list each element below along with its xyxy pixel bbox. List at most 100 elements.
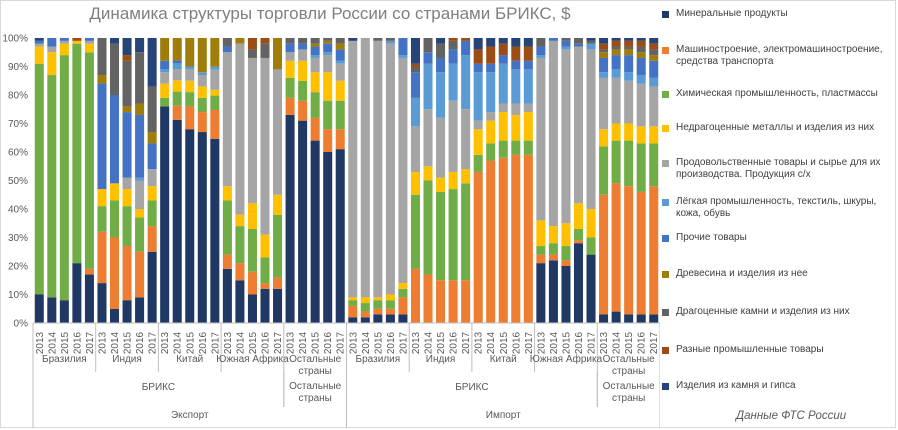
bar-segment (247, 203, 257, 229)
bar-segment (34, 294, 44, 323)
bar-segment (135, 52, 145, 104)
x-tick-year: 2016 (135, 331, 146, 354)
bar-segment (536, 38, 546, 47)
bar-segment (72, 40, 82, 44)
bar-segment (323, 72, 333, 101)
bar-segment (110, 237, 120, 309)
bar-segment (59, 40, 69, 44)
x-tick-year: 2014 (549, 331, 560, 354)
bar-segment (348, 317, 358, 323)
bar-segment (310, 46, 320, 56)
bar-segment (611, 140, 621, 184)
legend-item: Драгоценные камни и изделия из них (662, 306, 894, 318)
bar-segment (298, 43, 308, 50)
bar-segment (373, 40, 383, 298)
x-tick-year: 2017 (85, 331, 96, 354)
y-tick-label: 80% (8, 91, 28, 102)
x-tick-year: 2015 (60, 331, 71, 354)
bar-segment (197, 75, 207, 87)
bar-segment (523, 154, 533, 323)
bar-segment (59, 55, 69, 301)
bar-segment (548, 38, 558, 41)
bar-segment (260, 288, 270, 323)
bar-segment (135, 177, 145, 181)
bar-segment (72, 43, 82, 264)
bar-segment (122, 60, 132, 107)
bar-segment (285, 77, 295, 98)
bar-segment (373, 300, 383, 309)
x-tick-year: 2015 (185, 331, 196, 354)
bar-segment (210, 95, 220, 110)
bar-segment (548, 243, 558, 255)
bar-segment (473, 120, 483, 130)
bar-segment (398, 55, 408, 58)
y-tick-label: 90% (8, 62, 28, 73)
bar-segment (273, 277, 283, 289)
bar-segment (573, 46, 584, 204)
bar-segment (310, 55, 320, 58)
bar-segment (385, 308, 395, 315)
bar-segment (84, 268, 94, 275)
bar-segment (423, 109, 433, 167)
bar-segment (649, 43, 659, 50)
bar-segment (636, 38, 646, 41)
bar-segment (298, 80, 308, 101)
bar-segment (624, 186, 634, 315)
bar-segment (636, 83, 646, 127)
bar-segment (235, 38, 245, 44)
bar-segment (649, 38, 659, 44)
bar-segment (298, 60, 308, 81)
bar-segment (410, 194, 420, 269)
x-tick-year: 2015 (248, 331, 259, 354)
bar-segment (360, 38, 370, 298)
bar-segment (561, 46, 571, 50)
bar-segment (473, 49, 483, 64)
x-tick-year: 2015 (561, 331, 572, 354)
legend-label: Продовольственные товары и сырье для их … (676, 157, 881, 180)
bar-segment (160, 69, 170, 73)
bar-segment (548, 260, 558, 323)
bar-segment (536, 220, 546, 247)
category-mid-label: страны (298, 393, 331, 404)
category-country-label: Южная Африка (530, 353, 603, 365)
bar-segment (636, 75, 646, 84)
bar-segment (97, 38, 107, 76)
bar-segment (122, 112, 132, 178)
bar-segment (473, 154, 483, 172)
bar-segment (586, 254, 596, 323)
bar-segment (423, 52, 433, 64)
legend-swatch (662, 383, 669, 390)
bar-segment (624, 49, 634, 56)
y-tick-label: 100% (2, 34, 28, 45)
bar-segment (624, 55, 634, 73)
legend-label: Разные промышленные товары (676, 344, 824, 355)
legend-label: Изделия из камня и гипса (676, 380, 796, 391)
bar-segment (97, 231, 107, 284)
bar-segment (172, 38, 182, 61)
bar-segment (498, 43, 508, 56)
bar-segment (573, 43, 584, 47)
bar-segment (47, 46, 57, 53)
bar-segment (135, 297, 145, 323)
bar-segment (498, 55, 508, 64)
bar-segment (135, 38, 145, 53)
bar-segment (335, 38, 345, 44)
bar-segment (410, 38, 420, 64)
bar-segment (498, 63, 508, 104)
bar-segment (273, 38, 283, 70)
bar-segment (410, 171, 420, 195)
category-country-label: Китай (176, 354, 203, 365)
x-tick-year: 2014 (612, 331, 623, 354)
bar-segment (172, 60, 182, 64)
bar-segment (235, 214, 245, 227)
bar-segment (536, 46, 546, 56)
bar-segment (398, 288, 408, 298)
bar-segment (323, 38, 333, 41)
bar-segment (285, 52, 295, 61)
bar-segment (536, 55, 546, 58)
bar-segment (649, 143, 659, 187)
x-tick-year: 2013 (348, 331, 359, 354)
bar-segment (323, 40, 333, 44)
legend-label: Древесина и изделия из нее (676, 268, 808, 279)
